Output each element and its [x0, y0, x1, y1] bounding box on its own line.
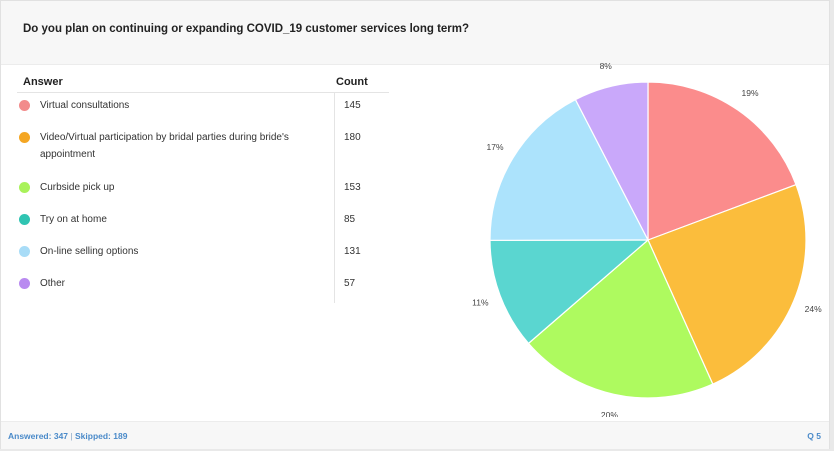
- question-footer: Answered: 347 | Skipped: 189 Q 5: [1, 421, 829, 449]
- count-column-divider: [334, 93, 335, 303]
- count-column-header: Count: [336, 76, 368, 88]
- answer-label: Virtual consultations: [40, 100, 130, 111]
- answer-label: Video/Virtual participation by bridal pa…: [40, 132, 289, 160]
- legend-dot: [19, 246, 30, 257]
- answer-count: 153: [344, 182, 361, 193]
- pie-percent-label: 8%: [600, 61, 613, 71]
- pie-percent-label: 17%: [487, 142, 504, 152]
- pie-slice: [574, 81, 649, 241]
- pie-chart: 19% 24% 20% 11% 17% 8%: [472, 61, 822, 417]
- pie-percent-label: 11%: [472, 298, 489, 308]
- answered-label: Answered:: [8, 431, 52, 441]
- answered-value: 347: [53, 431, 69, 441]
- answer-count: 57: [344, 278, 356, 289]
- skipped-value: 189: [113, 431, 128, 441]
- answer-label: Other: [40, 278, 66, 289]
- legend-dot: [19, 182, 30, 193]
- pie-slice: [527, 239, 714, 399]
- answer-count: 85: [344, 214, 356, 225]
- question-number: Q 5: [807, 431, 821, 441]
- answer-column-header: Answer: [23, 76, 63, 88]
- summary-separator: |: [70, 431, 73, 441]
- legend-dot: [19, 278, 30, 289]
- pie-slice: [647, 183, 807, 385]
- pie-slice: [489, 98, 649, 241]
- answer-count: 180: [344, 132, 361, 143]
- legend-dot: [19, 100, 30, 111]
- pie-slice: [647, 81, 797, 241]
- legend-dot: [19, 132, 30, 143]
- pie-percent-label: 19%: [742, 88, 759, 98]
- legend-dot: [19, 214, 30, 225]
- table-header-divider: [17, 92, 389, 93]
- question-header: Do you plan on continuing or expanding C…: [1, 1, 829, 65]
- question-title: Do you plan on continuing or expanding C…: [23, 23, 470, 35]
- response-summary: Answered: 347 | Skipped: 189: [8, 431, 127, 441]
- answer-label: On-line selling options: [40, 246, 139, 257]
- pie-slice: [489, 239, 650, 345]
- answer-label: Curbside pick up: [40, 182, 115, 193]
- skipped-label: Skipped:: [75, 431, 111, 441]
- pie-percent-label: 20%: [601, 410, 618, 417]
- answer-count: 145: [344, 100, 361, 111]
- answer-label: Try on at home: [40, 214, 107, 225]
- pie-percent-label: 24%: [805, 304, 822, 314]
- answer-count: 131: [344, 246, 361, 257]
